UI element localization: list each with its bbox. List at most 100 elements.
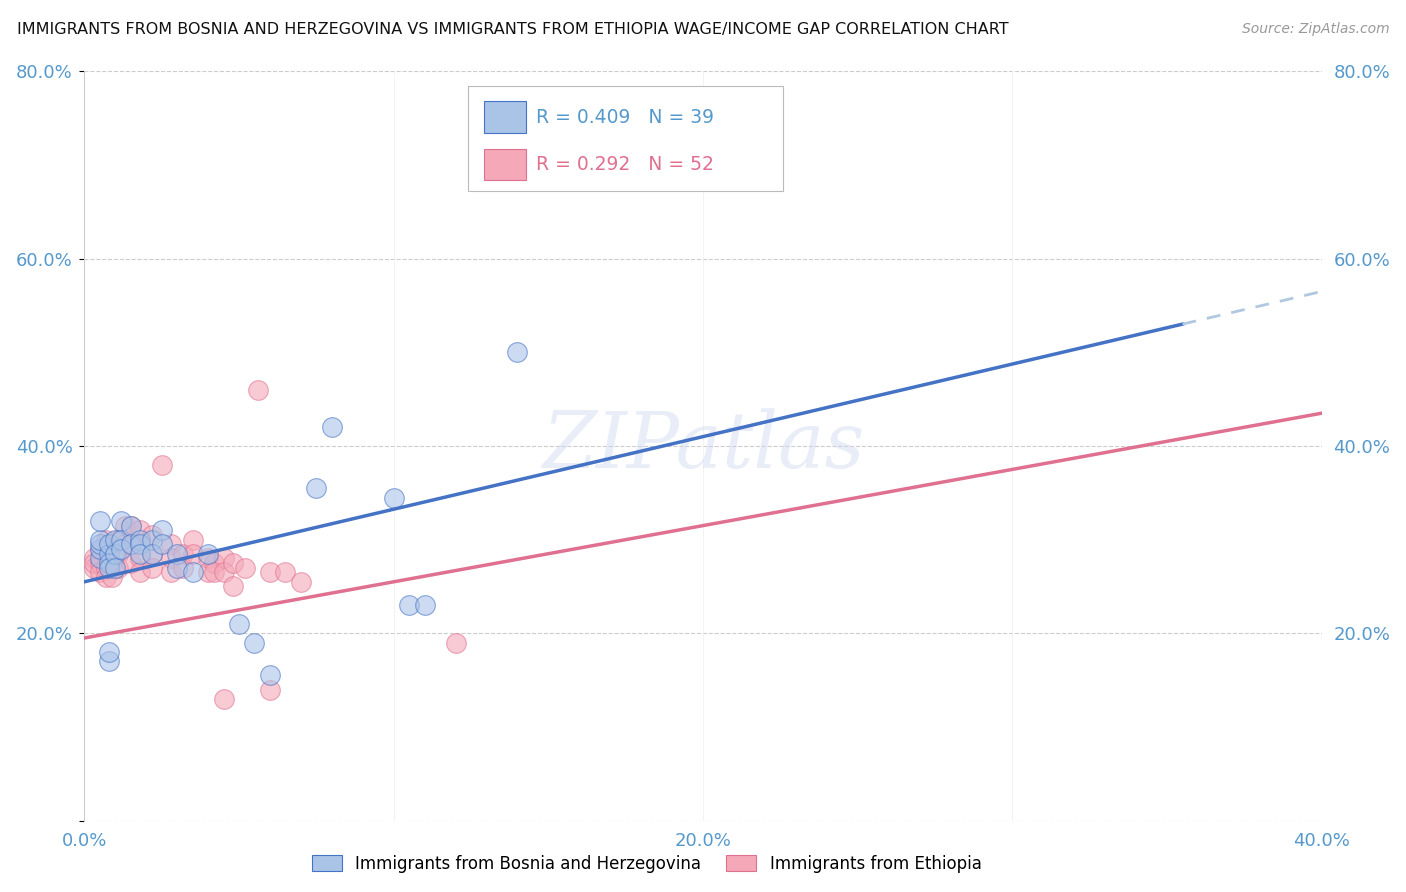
Point xyxy=(101,537,124,551)
Point xyxy=(212,551,235,566)
Point xyxy=(98,547,121,561)
Point xyxy=(150,458,173,472)
Point xyxy=(89,514,111,528)
Point xyxy=(222,580,245,594)
Point xyxy=(181,533,204,547)
Point xyxy=(104,561,127,575)
Point xyxy=(233,561,256,575)
Point xyxy=(181,547,204,561)
Point xyxy=(98,556,121,570)
Point xyxy=(83,561,105,575)
Point xyxy=(506,345,529,359)
Point xyxy=(110,514,132,528)
Point xyxy=(160,537,183,551)
Point xyxy=(259,668,281,682)
Point xyxy=(129,537,152,551)
Point xyxy=(166,547,188,561)
Point xyxy=(114,537,136,551)
Point xyxy=(94,561,117,575)
Point xyxy=(141,561,163,575)
Point xyxy=(120,518,142,533)
Point xyxy=(181,566,204,580)
Point xyxy=(83,556,105,570)
Point xyxy=(89,566,111,580)
Point xyxy=(104,547,127,561)
Point xyxy=(160,566,183,580)
Point xyxy=(197,547,219,561)
Point xyxy=(197,551,219,566)
Point xyxy=(120,537,142,551)
Point xyxy=(212,566,235,580)
Point xyxy=(110,542,132,557)
Point xyxy=(94,547,117,561)
Point xyxy=(129,547,152,561)
Point xyxy=(98,561,121,575)
Point xyxy=(83,551,105,566)
Point xyxy=(89,537,111,551)
Point xyxy=(129,551,152,566)
Point xyxy=(129,533,152,547)
FancyBboxPatch shape xyxy=(484,149,526,180)
Point xyxy=(114,518,136,533)
Point xyxy=(129,537,152,551)
Point xyxy=(120,556,142,570)
Point xyxy=(129,566,152,580)
Point xyxy=(305,481,328,495)
Point xyxy=(491,158,513,172)
Point xyxy=(89,551,111,566)
Point xyxy=(274,566,297,580)
Text: ZIPatlas: ZIPatlas xyxy=(541,408,865,484)
Point xyxy=(197,566,219,580)
Point xyxy=(413,599,436,613)
Point xyxy=(141,528,163,542)
Point xyxy=(222,556,245,570)
Point xyxy=(104,533,127,547)
Point xyxy=(141,547,163,561)
Point xyxy=(94,570,117,584)
Point xyxy=(107,533,129,547)
Text: Source: ZipAtlas.com: Source: ZipAtlas.com xyxy=(1241,22,1389,37)
Point xyxy=(94,533,117,547)
Point xyxy=(101,570,124,584)
Point xyxy=(382,491,405,505)
FancyBboxPatch shape xyxy=(484,102,526,133)
Text: R = 0.292   N = 52: R = 0.292 N = 52 xyxy=(536,155,714,174)
Point xyxy=(398,599,420,613)
FancyBboxPatch shape xyxy=(468,87,783,191)
Text: IMMIGRANTS FROM BOSNIA AND HERZEGOVINA VS IMMIGRANTS FROM ETHIOPIA WAGE/INCOME G: IMMIGRANTS FROM BOSNIA AND HERZEGOVINA V… xyxy=(17,22,1008,37)
Point xyxy=(172,547,194,561)
Point xyxy=(120,518,142,533)
Point xyxy=(98,645,121,659)
Point xyxy=(107,561,129,575)
Point xyxy=(120,537,142,551)
Point xyxy=(89,533,111,547)
Legend: Immigrants from Bosnia and Herzegovina, Immigrants from Ethiopia: Immigrants from Bosnia and Herzegovina, … xyxy=(305,848,988,880)
Point xyxy=(290,574,312,589)
Point xyxy=(160,551,183,566)
Point xyxy=(228,617,250,632)
Point xyxy=(107,547,129,561)
Point xyxy=(444,635,467,649)
Point xyxy=(150,524,173,538)
Point xyxy=(202,566,225,580)
Point xyxy=(141,547,163,561)
Point xyxy=(110,533,132,547)
Point xyxy=(129,524,152,538)
Text: R = 0.409   N = 39: R = 0.409 N = 39 xyxy=(536,108,714,127)
Point xyxy=(321,420,343,434)
Point xyxy=(243,635,266,649)
Point xyxy=(246,383,269,397)
Point xyxy=(89,542,111,557)
Point xyxy=(259,682,281,697)
Point xyxy=(89,556,111,570)
Point xyxy=(98,537,121,551)
Point xyxy=(212,692,235,706)
Point xyxy=(202,556,225,570)
Point xyxy=(101,556,124,570)
Point xyxy=(150,537,173,551)
Point xyxy=(259,566,281,580)
Point xyxy=(98,655,121,669)
Point xyxy=(166,561,188,575)
Point xyxy=(172,561,194,575)
Point xyxy=(89,542,111,557)
